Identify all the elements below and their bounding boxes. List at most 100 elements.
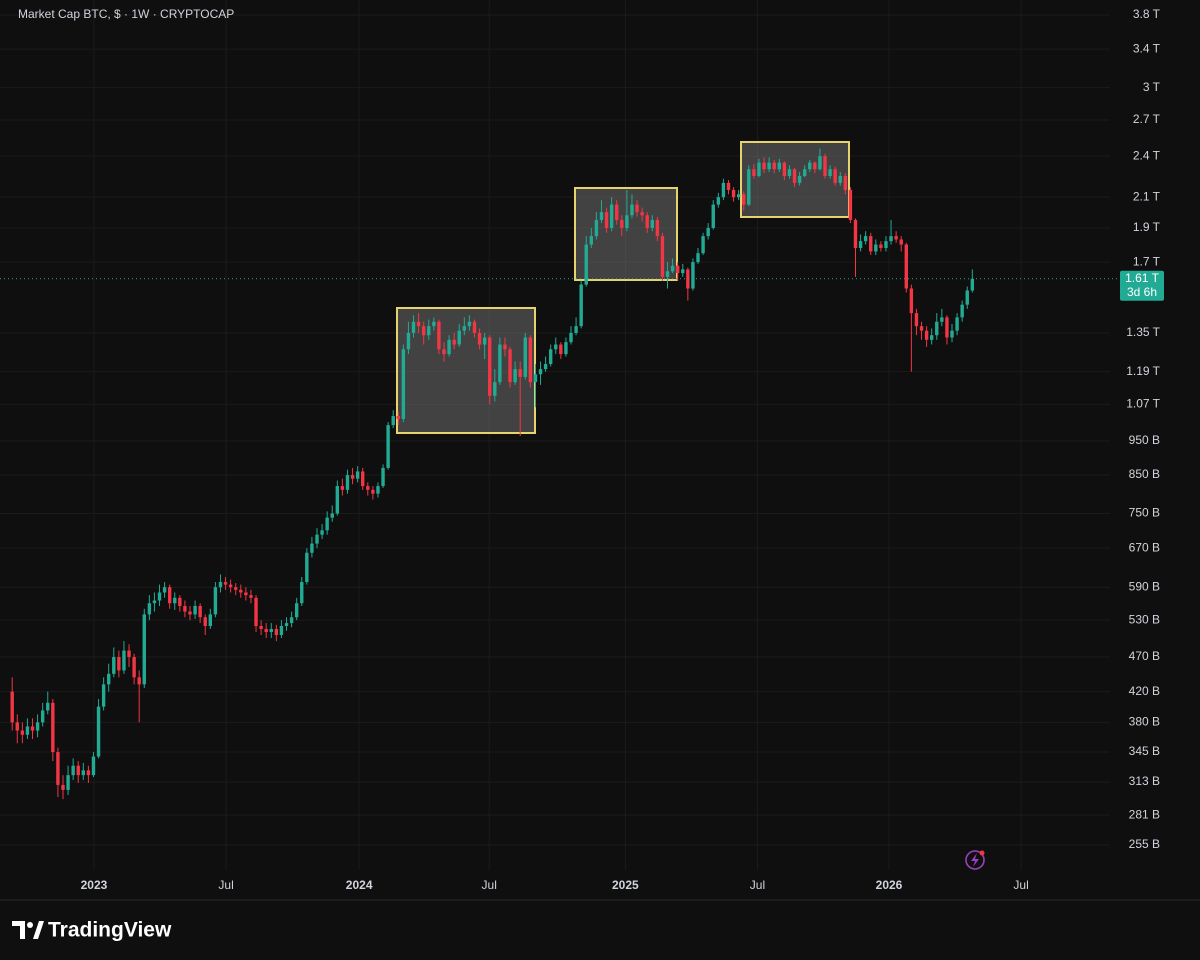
candle-body bbox=[513, 369, 517, 383]
chart-title: Market Cap BTC, $ · 1W · CRYPTOCAP bbox=[18, 7, 234, 21]
y-tick-label: 670 B bbox=[1129, 540, 1160, 554]
y-tick-label: 1.35 T bbox=[1126, 325, 1160, 339]
candle-body bbox=[254, 597, 258, 627]
candle-body bbox=[345, 475, 350, 490]
candle-body bbox=[706, 227, 710, 237]
range-box bbox=[574, 187, 678, 281]
candle-body bbox=[772, 162, 776, 170]
y-tick-label: 470 B bbox=[1129, 649, 1160, 663]
candle-body bbox=[173, 597, 177, 604]
candle-body bbox=[406, 332, 411, 350]
candle-body bbox=[620, 219, 624, 228]
candle-body bbox=[335, 486, 340, 514]
candle-body bbox=[686, 269, 690, 289]
candle-body bbox=[533, 374, 538, 383]
y-tick-label: 2.7 T bbox=[1133, 112, 1161, 126]
candle-body bbox=[178, 597, 182, 606]
candle-body bbox=[782, 162, 787, 176]
candle-body bbox=[112, 657, 116, 674]
candle-body bbox=[691, 262, 695, 289]
candle-body bbox=[736, 194, 741, 198]
candle-body bbox=[518, 369, 522, 377]
y-tick-label: 1.07 T bbox=[1126, 396, 1160, 410]
candle-body bbox=[787, 169, 792, 176]
last-price-box bbox=[1120, 270, 1164, 301]
candle-body bbox=[681, 269, 685, 274]
candle-body bbox=[40, 710, 45, 723]
x-tick-label: Jul bbox=[1013, 878, 1028, 892]
candle-body bbox=[472, 321, 477, 333]
candle-body bbox=[919, 326, 924, 331]
candle-body bbox=[559, 344, 563, 355]
candle-body bbox=[604, 212, 609, 228]
candle-body bbox=[645, 215, 649, 228]
candle-body bbox=[594, 219, 599, 237]
candle-body bbox=[929, 335, 934, 340]
candle-body bbox=[107, 673, 111, 685]
candle-body bbox=[660, 236, 665, 277]
candle-body bbox=[35, 722, 40, 731]
candle-body bbox=[117, 657, 121, 671]
candle-body bbox=[584, 244, 588, 285]
candle-body bbox=[152, 600, 157, 604]
countdown-label: 3d 6h bbox=[1127, 285, 1157, 299]
candle-body bbox=[350, 475, 355, 479]
candle-body bbox=[442, 349, 446, 355]
candle-body bbox=[386, 425, 390, 468]
candle-body bbox=[25, 726, 30, 735]
candle-body bbox=[86, 770, 91, 776]
y-tick-label: 345 B bbox=[1129, 744, 1160, 758]
y-tick-label: 950 B bbox=[1129, 433, 1160, 447]
candle-body bbox=[828, 169, 832, 176]
candle-body bbox=[554, 344, 558, 350]
y-tick-label: 1.19 T bbox=[1126, 364, 1160, 378]
candle-body bbox=[96, 706, 101, 757]
candle-body bbox=[462, 326, 467, 331]
candle-body bbox=[792, 169, 797, 183]
candle-body bbox=[361, 471, 365, 487]
candle-body bbox=[965, 290, 969, 305]
candle-body bbox=[249, 595, 253, 598]
candle-body bbox=[376, 486, 380, 494]
candle-body bbox=[274, 628, 279, 635]
x-tick-label: 2024 bbox=[346, 878, 373, 892]
x-tick-label: Jul bbox=[750, 878, 765, 892]
candle-body bbox=[797, 175, 802, 183]
candle-body bbox=[122, 650, 126, 671]
candles bbox=[10, 148, 975, 800]
candle-body bbox=[869, 236, 873, 252]
candle-body bbox=[904, 244, 908, 289]
candle-body bbox=[447, 339, 451, 355]
candle-body bbox=[482, 337, 487, 345]
y-tick-label: 2.1 T bbox=[1133, 189, 1161, 203]
candle-body bbox=[528, 337, 533, 383]
candle-body bbox=[183, 605, 187, 612]
chart-background bbox=[0, 0, 1200, 900]
alert-icon bbox=[965, 850, 985, 870]
candle-body bbox=[808, 162, 812, 170]
candle-body bbox=[909, 288, 914, 314]
candle-body bbox=[940, 317, 944, 322]
candle-body bbox=[696, 253, 700, 263]
annotation-boxes bbox=[396, 141, 850, 434]
candle-body bbox=[848, 189, 853, 220]
candle-body bbox=[228, 584, 233, 588]
candle-body bbox=[411, 321, 416, 333]
candle-body bbox=[747, 169, 751, 205]
candle-body bbox=[101, 684, 106, 707]
candle-body bbox=[914, 313, 919, 327]
candle-body bbox=[493, 382, 497, 396]
x-tick-label: Jul bbox=[482, 878, 497, 892]
candle-body bbox=[167, 587, 172, 604]
candle-body bbox=[66, 775, 70, 790]
candle-body bbox=[874, 244, 878, 252]
candle-body bbox=[437, 321, 441, 350]
candle-body bbox=[366, 486, 370, 490]
candle-body bbox=[137, 677, 141, 685]
candle-body bbox=[569, 332, 573, 343]
x-tick-label: Jul bbox=[218, 878, 233, 892]
y-tick-label: 281 B bbox=[1129, 807, 1160, 821]
candle-body bbox=[701, 236, 705, 254]
candle-body bbox=[833, 169, 837, 183]
candle-body bbox=[188, 611, 192, 615]
